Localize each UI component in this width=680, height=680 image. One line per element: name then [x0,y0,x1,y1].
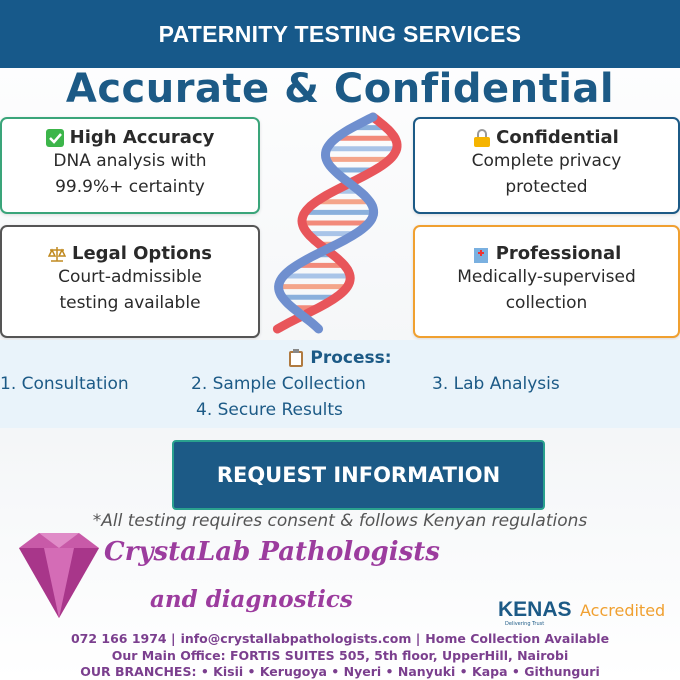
card-text: Court-admissible [58,267,202,287]
card-text: testing available [59,293,201,313]
card-title: Professional [495,243,622,264]
contact-line: 072 166 1974 | info@crystallabpathologis… [0,631,680,646]
dna-helix [272,112,402,334]
card-title: High Accuracy [69,127,215,148]
card-title: Confidential [496,127,619,148]
process-step: 3. Lab Analysis [432,374,560,394]
card-text: collection [505,293,588,313]
card-text: protected [505,177,588,197]
branches: OUR BRANCHES: • Kisii • Kerugoya • Nyeri… [80,664,600,679]
diamond-logo [19,533,99,618]
logo-name: CrystaLab Pathologists [104,537,440,567]
card-title: Legal Options [71,243,212,264]
kenas-slogan: Delivering Trust [505,621,545,627]
logo-tagline: and diagnostics [150,586,353,613]
card: Legal Options Court-admissible testing a… [0,225,260,338]
phone: 072 166 1974 | [70,631,176,646]
card-text: 99.9%+ certainty [55,177,205,197]
email: info@crystallabpathologists.com | [180,631,421,646]
request-button[interactable]: REQUEST INFORMATION [172,440,545,510]
card: Confidential Complete privacy protected [413,117,680,214]
disclaimer: *All testing requires consent & follows … [92,511,588,531]
lock-icon [474,128,491,147]
process-step: 1. Consultation [0,374,129,394]
hospital-icon [473,247,488,263]
clipboard-icon [289,349,304,367]
check-icon [45,128,64,147]
helix-part [274,112,379,334]
process-band: Process: 1. Consultation 2. Sample Colle… [0,340,680,428]
helix-part [272,112,402,334]
card-text: Medically-supervised [457,267,636,287]
button-label: REQUEST INFORMATION [216,463,501,487]
header-title: PATERNITY TESTING SERVICES [158,20,522,47]
service: Home Collection Available [425,631,610,646]
card-text: DNA analysis with [53,151,207,171]
header: PATERNITY TESTING SERVICES [0,0,680,68]
card: Professional Medically-supervised collec… [413,225,680,338]
process-step: 2. Sample Collection [191,374,366,394]
process-step: 4. Secure Results [196,400,343,420]
headline: Accurate & Confidential [65,66,615,112]
office: Our Main Office: FORTIS SUITES 505, 5th … [111,648,569,663]
kenas-brand: KENAS [498,598,572,621]
accredited-label: Accredited [580,601,666,620]
process-title: Process: [310,348,392,368]
card: High Accuracy DNA analysis with 99.9%+ c… [0,117,260,214]
process-heading: Process: [0,348,680,368]
card-text: Complete privacy [471,151,622,171]
scale-icon [47,246,66,262]
